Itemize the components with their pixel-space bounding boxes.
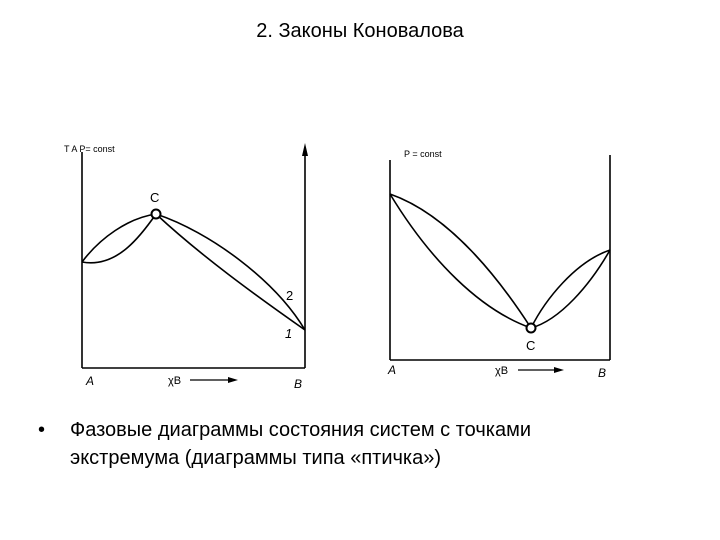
right-label-b: B (598, 366, 606, 380)
right-label-xb: χB (495, 365, 508, 377)
right-label-c: C (526, 338, 535, 353)
left-label-xb: χB (168, 375, 181, 387)
bullet-text-line-1: Фазовые диаграммы состояния систем с точ… (70, 419, 531, 441)
left-upper-curve-ac (81, 213, 157, 263)
right-xb-arrow-head (554, 367, 564, 373)
left-label-c: C (150, 190, 159, 205)
left-axis-label: T A P= const (64, 144, 115, 154)
right-upper-curve-cb (530, 249, 611, 329)
bullet-text-line-2: экстремума (диаграммы типа «птичка») (70, 447, 442, 469)
left-label-2: 2 (286, 288, 293, 303)
right-axis-label: P = const (404, 149, 442, 159)
left-diagram (81, 143, 308, 383)
bullet-text: Фазовые диаграммы состояния систем с точ… (70, 416, 670, 472)
right-upper-curve-ac (389, 193, 532, 329)
right-label-a: A (387, 363, 396, 377)
left-label-a: A (85, 374, 94, 388)
left-axis-arrow (302, 143, 308, 156)
left-lower-curve-ac (81, 213, 157, 264)
bullet-symbol: • (38, 419, 46, 441)
left-curve-2 (155, 213, 306, 331)
left-label-b: B (294, 377, 302, 391)
right-point-c (525, 322, 537, 334)
right-lower-curve-cb (530, 249, 611, 329)
left-label-1: 1 (285, 326, 292, 341)
slide-title: 2. Законы Коновалова (256, 20, 464, 42)
right-lower-curve-ac (389, 193, 532, 329)
left-point-c (150, 208, 162, 220)
right-diagram (389, 155, 611, 373)
left-curve-1 (155, 213, 306, 331)
left-xb-arrow-head (228, 377, 238, 383)
